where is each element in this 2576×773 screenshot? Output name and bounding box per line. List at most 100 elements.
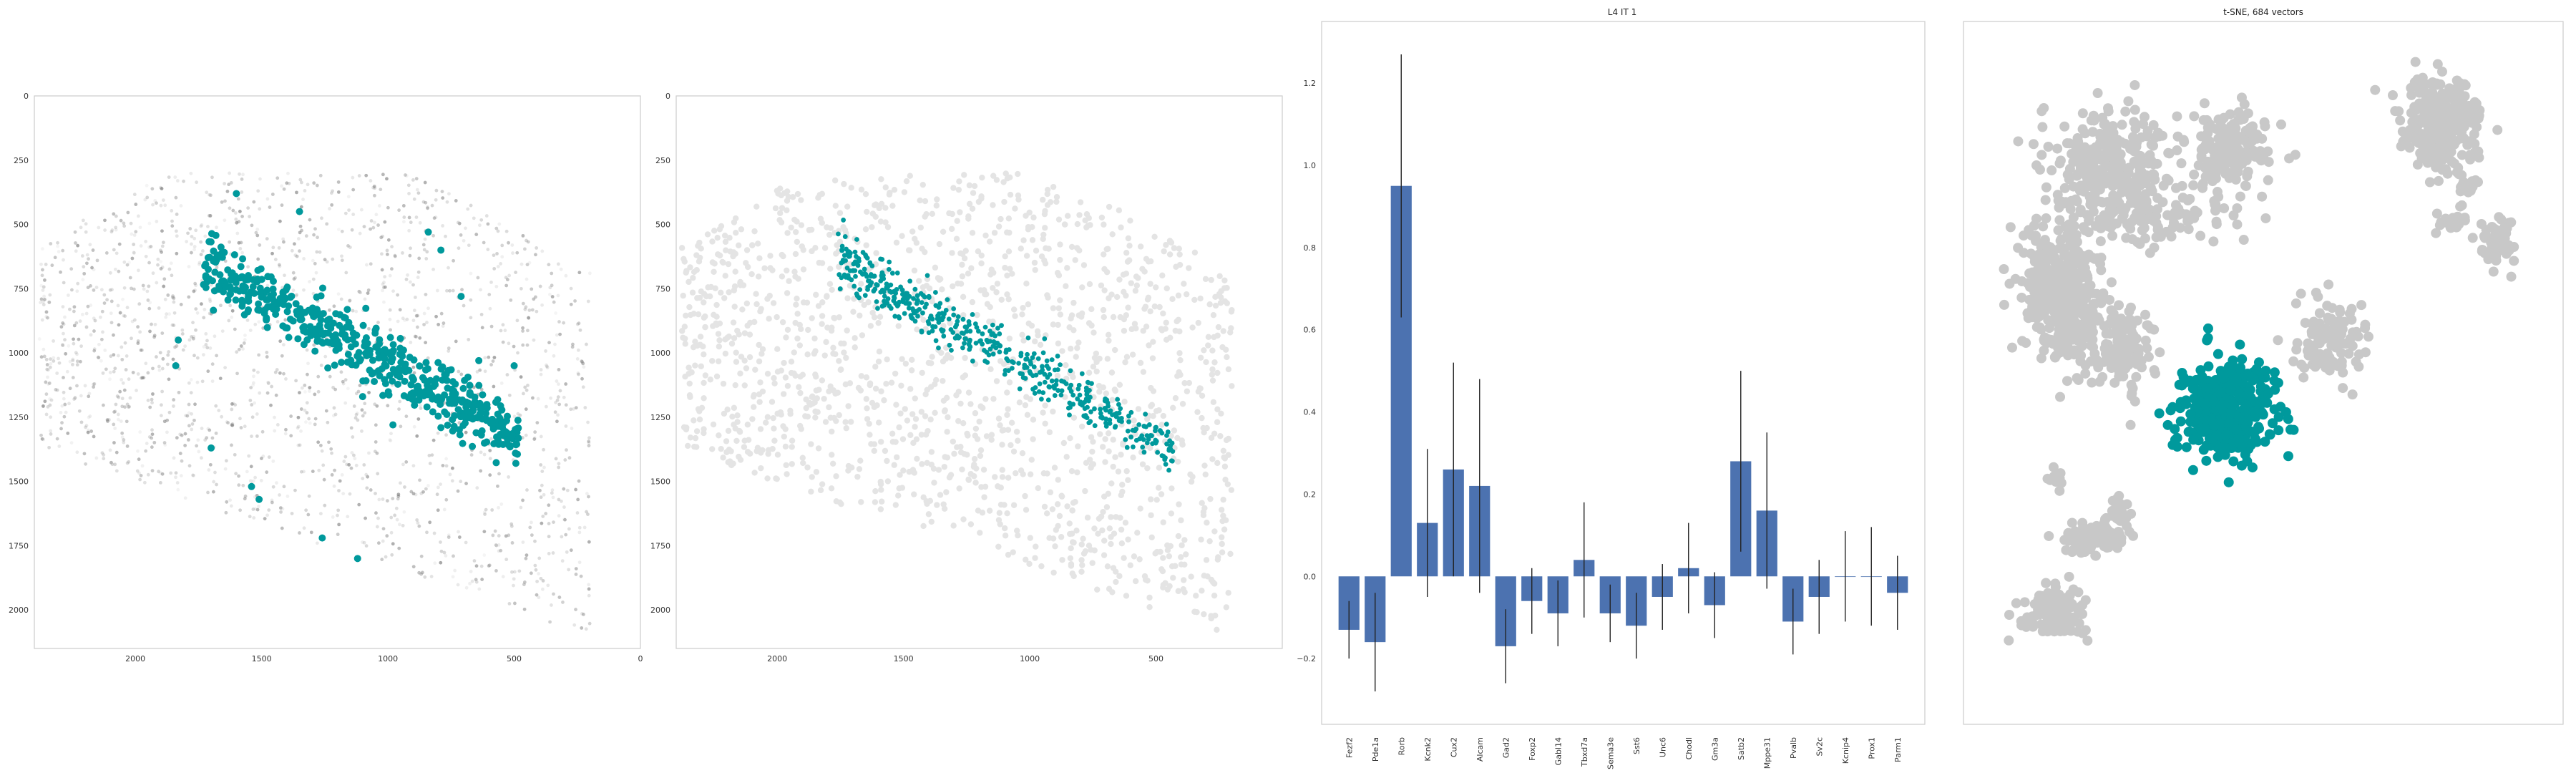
- cluster-point: [952, 335, 958, 341]
- cell-point: [540, 249, 545, 253]
- cell-point: [529, 571, 533, 575]
- cell-point: [271, 459, 275, 463]
- cluster-point: [997, 342, 1002, 348]
- cell-point: [1076, 247, 1083, 254]
- tsne-point: [2085, 196, 2096, 207]
- cell-point: [845, 403, 852, 409]
- cell-point: [137, 302, 142, 306]
- cell-point: [332, 414, 336, 418]
- cluster-point: [975, 329, 981, 334]
- cell-point: [1130, 454, 1136, 461]
- cell-point: [389, 515, 394, 520]
- cell-point: [971, 461, 977, 468]
- cell-point: [194, 283, 198, 288]
- cell-point: [1146, 342, 1152, 349]
- cell-point: [336, 228, 341, 232]
- cell-point: [556, 413, 560, 417]
- cluster-point: [1124, 444, 1130, 450]
- cell-point: [265, 237, 269, 240]
- cell-point: [1015, 196, 1022, 203]
- cell-point: [421, 243, 426, 247]
- cell-point: [462, 303, 466, 308]
- cell-point: [909, 356, 915, 363]
- cluster-point: [318, 284, 326, 292]
- cell-point: [333, 468, 337, 472]
- cell-point: [811, 335, 818, 342]
- cell-point: [749, 416, 756, 422]
- cell-point: [416, 325, 419, 329]
- tsne-point: [2436, 67, 2447, 77]
- cell-point: [869, 210, 877, 217]
- cell-point: [780, 253, 786, 260]
- cell-point: [162, 419, 167, 424]
- cell-point: [720, 454, 726, 461]
- cell-point: [1228, 487, 1235, 493]
- cell-point: [412, 371, 416, 375]
- cluster-point: [437, 424, 445, 432]
- cell-point: [439, 540, 442, 544]
- cell-point: [351, 213, 356, 216]
- cell-point: [1005, 427, 1012, 433]
- cell-point: [680, 292, 686, 299]
- cell-point: [483, 369, 487, 374]
- cluster-point: [1046, 384, 1052, 389]
- cell-point: [745, 437, 752, 443]
- cell-point: [413, 334, 417, 339]
- cell-point: [220, 414, 224, 419]
- cell-point: [173, 345, 177, 349]
- bar-chart-bars: [1338, 54, 1908, 692]
- cell-point: [479, 564, 484, 568]
- tsne-point: [2108, 127, 2119, 138]
- cell-point: [928, 449, 935, 455]
- cell-point: [388, 308, 392, 312]
- cell-point: [224, 459, 228, 463]
- cell-point: [390, 245, 394, 249]
- cluster-point: [1078, 399, 1083, 405]
- cell-point: [206, 369, 210, 374]
- cell-point: [60, 343, 64, 347]
- tsne-point: [2410, 105, 2421, 116]
- cell-point: [700, 343, 706, 350]
- cell-point: [146, 298, 150, 302]
- cell-point: [551, 551, 555, 555]
- cell-point: [1013, 470, 1019, 477]
- cell-point: [247, 454, 251, 458]
- cell-point: [87, 257, 90, 261]
- cluster-point: [897, 315, 902, 321]
- cell-point: [856, 466, 863, 472]
- cell-point: [1209, 456, 1216, 462]
- cell-point: [172, 311, 177, 315]
- cluster-point: [869, 263, 875, 268]
- cluster-point: [488, 418, 496, 426]
- y-tick-label: 1250: [9, 413, 29, 422]
- cell-point: [402, 215, 406, 219]
- cell-point: [373, 186, 377, 190]
- cell-point: [223, 199, 227, 203]
- cell-point: [255, 233, 260, 238]
- cluster-outlier-point: [437, 246, 445, 254]
- cluster-point: [1141, 449, 1147, 455]
- cell-point: [332, 406, 336, 410]
- cluster-point: [911, 296, 916, 301]
- cell-point: [291, 271, 296, 275]
- tsne-point: [2260, 213, 2271, 223]
- cell-point: [705, 284, 711, 291]
- cell-point: [241, 483, 245, 487]
- cell-point: [189, 391, 193, 395]
- cell-point: [547, 503, 551, 507]
- cell-point: [157, 306, 161, 310]
- cell-point: [681, 324, 688, 330]
- cell-point: [1174, 458, 1181, 465]
- cell-point: [147, 245, 152, 249]
- cell-point: [1171, 427, 1178, 434]
- cell-point: [265, 355, 269, 359]
- cell-point: [878, 200, 885, 208]
- cell-point: [1040, 409, 1046, 416]
- cell-point: [733, 359, 740, 365]
- cell-point: [509, 522, 514, 526]
- cell-point: [236, 197, 240, 201]
- cell-point: [283, 318, 288, 322]
- cell-point: [217, 409, 221, 412]
- tsne-point: [2093, 149, 2104, 160]
- cell-point: [1064, 265, 1070, 271]
